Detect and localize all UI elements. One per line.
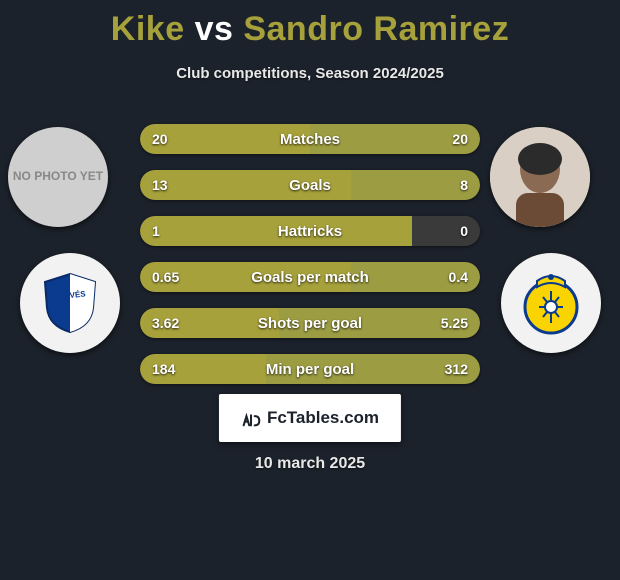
stat-row: 3.625.25Shots per goal bbox=[140, 308, 480, 338]
subtitle: Club competitions, Season 2024/2025 bbox=[0, 65, 620, 82]
club-badge-icon: ALAVÉS bbox=[37, 270, 103, 336]
stat-row: 0.650.4Goals per match bbox=[140, 262, 480, 292]
player1-club-badge: ALAVÉS bbox=[20, 253, 120, 353]
stat-label: Shots per goal bbox=[140, 308, 480, 338]
vs-separator: vs bbox=[195, 10, 234, 48]
player-photo-icon bbox=[490, 127, 590, 227]
stat-label: Goals per match bbox=[140, 262, 480, 292]
stat-label: Min per goal bbox=[140, 354, 480, 384]
stats-rows: 2020Matches 138Goals 10Hattricks 0.650.4Goa… bbox=[140, 124, 480, 400]
player1-avatar: NO PHOTO YET bbox=[8, 127, 108, 227]
club-badge-icon bbox=[515, 267, 587, 339]
stat-label: Hattricks bbox=[140, 216, 480, 246]
player1-name: Kike bbox=[111, 10, 185, 48]
no-photo-placeholder: NO PHOTO YET bbox=[13, 170, 103, 183]
stat-label: Goals bbox=[140, 170, 480, 200]
brand-text: FcTables.com bbox=[267, 408, 379, 428]
brand-box: FcTables.com bbox=[219, 394, 401, 442]
stat-label: Matches bbox=[140, 124, 480, 154]
stat-row: 10Hattricks bbox=[140, 216, 480, 246]
player2-name: Sandro Ramirez bbox=[243, 10, 509, 48]
stat-row: 138Goals bbox=[140, 170, 480, 200]
date-text: 10 march 2025 bbox=[0, 455, 620, 473]
player2-avatar bbox=[490, 127, 590, 227]
comparison-title: Kike vs Sandro Ramirez bbox=[0, 0, 620, 49]
brand-logo-icon bbox=[241, 407, 263, 429]
stat-row: 184312Min per goal bbox=[140, 354, 480, 384]
stat-row: 2020Matches bbox=[140, 124, 480, 154]
player2-club-badge bbox=[501, 253, 601, 353]
